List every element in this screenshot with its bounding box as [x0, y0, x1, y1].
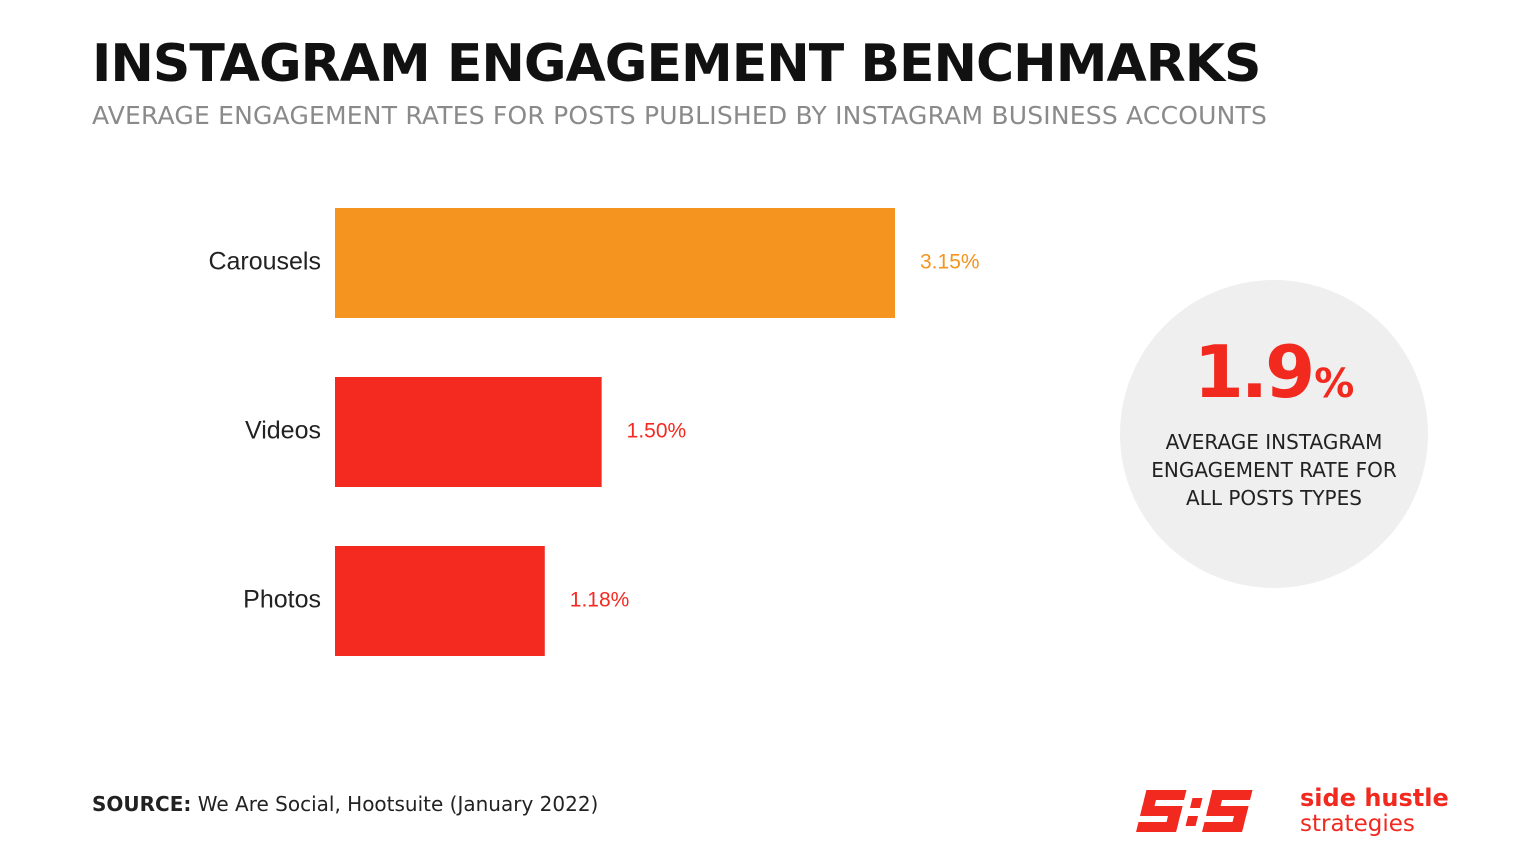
average-rate-number: 1.9: [1193, 330, 1316, 414]
source-text: We Are Social, Hootsuite (January 2022): [197, 792, 599, 816]
brand-logo: side hustle strategies: [1132, 784, 1449, 838]
category-label-photos: Photos: [243, 586, 321, 614]
page-subtitle: AVERAGE ENGAGEMENT RATES FOR POSTS PUBLI…: [92, 101, 1268, 130]
brand-wordmark: side hustle strategies: [1300, 785, 1449, 837]
value-label-photos: 1.18%: [570, 589, 630, 612]
average-rate-value: 1.9 %: [1194, 330, 1355, 414]
brand-name-line1: side hustle: [1300, 784, 1449, 812]
brand-mark-icon: [1136, 790, 1253, 832]
category-label-carousels: Carousels: [208, 248, 321, 276]
value-label-videos: 1.50%: [627, 420, 687, 443]
source-key: SOURCE:: [92, 792, 192, 816]
average-rate-label: AVERAGE INSTAGRAM ENGAGEMENT RATE FOR AL…: [1151, 430, 1397, 510]
bar-carousels: [335, 208, 895, 318]
category-label-videos: Videos: [245, 417, 321, 445]
bar-photos: [335, 546, 545, 656]
bar-videos: [335, 377, 602, 487]
page-title: INSTAGRAM ENGAGEMENT BENCHMARKS: [92, 34, 1261, 94]
brand-name-line2: strategies: [1300, 811, 1415, 837]
average-rate-unit: %: [1314, 361, 1355, 407]
value-label-carousels: 3.15%: [920, 251, 980, 274]
bar-chart: Carousels 3.15% Videos 1.50% Photos 1.18%: [208, 208, 980, 656]
source-note: SOURCE: We Are Social, Hootsuite (Januar…: [92, 792, 598, 816]
average-rate-callout: 1.9 % AVERAGE INSTAGRAM ENGAGEMENT RATE …: [1120, 280, 1428, 588]
